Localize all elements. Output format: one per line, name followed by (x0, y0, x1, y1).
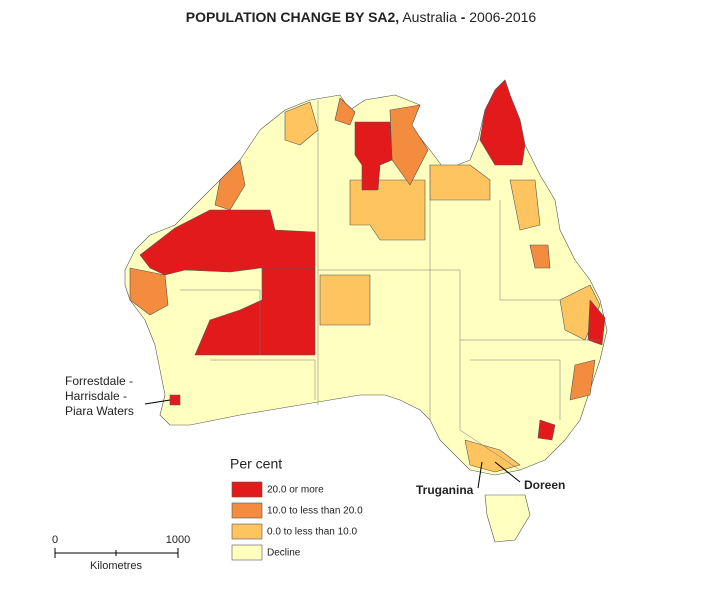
legend-swatch (231, 544, 263, 561)
border (430, 269, 600, 341)
region (129, 267, 169, 316)
leader-line (144, 399, 171, 405)
region (349, 179, 426, 241)
region (537, 419, 556, 441)
region (569, 359, 596, 401)
place-label: Piara Waters (65, 404, 134, 418)
region (284, 101, 319, 146)
border (180, 289, 261, 355)
border (459, 340, 521, 471)
region (334, 97, 356, 126)
scale-label: 0 (52, 534, 58, 546)
region (529, 244, 551, 269)
leader-line (477, 461, 483, 489)
legend-swatch (231, 502, 263, 519)
region (169, 394, 181, 406)
region (319, 274, 371, 326)
border (499, 200, 560, 301)
legend-label: 0.0 to less than 10.0 (267, 527, 358, 538)
border (470, 359, 561, 420)
australia (124, 79, 608, 543)
scale-unit: Kilometres (90, 560, 142, 572)
place-label: Doreen (524, 478, 565, 492)
place-label: Truganina (416, 483, 474, 497)
leader-line (494, 461, 521, 483)
region (194, 267, 316, 356)
tasmania (484, 494, 531, 543)
legend-title: Per cent (230, 456, 282, 472)
region (139, 209, 316, 276)
place-label: Harrisdale - (65, 389, 127, 403)
title-part: 2006-2016 (469, 9, 536, 25)
legend-swatch (231, 481, 263, 498)
place-labels: Forrestdale -Harrisdale -Piara Waters Tru… (65, 374, 565, 497)
region (587, 299, 606, 346)
title-part: - (461, 9, 466, 25)
region (354, 121, 393, 191)
region (464, 439, 521, 473)
legend-label: Decline (267, 548, 301, 559)
scale-bar: 0 1000 Kilometres (52, 534, 190, 572)
title-part: Australia (402, 9, 457, 25)
legend-label: 10.0 to less than 20.0 (267, 506, 363, 517)
legend-label: 20.0 or more (267, 485, 324, 496)
legend-swatch (231, 523, 263, 540)
place-label: Forrestdale - (65, 374, 133, 388)
map-title: POPULATION CHANGE BY SA2, Australia - 20… (186, 9, 537, 25)
scale-label: 1000 (166, 534, 190, 546)
legend: 20.0 or more 10.0 to less than 20.0 0.0 to… (231, 481, 363, 561)
region (214, 159, 246, 211)
region (509, 179, 541, 231)
title-part: POPULATION CHANGE BY SA2, (186, 9, 399, 25)
region (479, 79, 526, 166)
border (210, 359, 316, 400)
